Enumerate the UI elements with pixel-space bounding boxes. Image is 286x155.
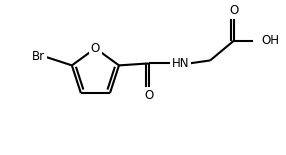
Text: O: O <box>229 4 239 17</box>
Text: O: O <box>144 89 153 102</box>
Text: O: O <box>91 42 100 55</box>
Text: HN: HN <box>172 57 189 70</box>
Text: Br: Br <box>32 50 45 63</box>
Text: OH: OH <box>262 34 280 47</box>
